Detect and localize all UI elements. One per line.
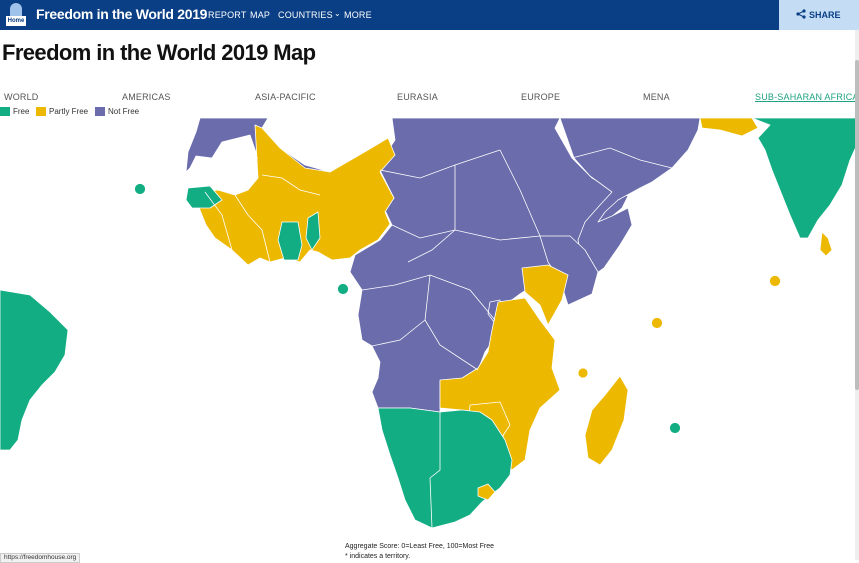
map-region-free-ghana [277, 221, 303, 261]
map-region-free-south-america [0, 289, 69, 451]
chevron-down-icon[interactable]: ⌄ [334, 9, 341, 18]
tab-eurasia[interactable]: EURASIA [397, 92, 438, 102]
tab-americas[interactable]: AMERICAS [122, 92, 171, 102]
tab-mena[interactable]: MENA [643, 92, 670, 102]
map-region-not-free-horn [559, 118, 701, 279]
share-label: SHARE [809, 10, 841, 20]
map-island-partly-free-maldives [769, 275, 781, 287]
home-logo[interactable]: Home [6, 3, 26, 26]
map-region-free-southern-africa [377, 407, 513, 529]
map-region-free-benin [305, 211, 321, 251]
nav-countries[interactable]: COUNTRIES [278, 10, 333, 20]
map-region-partly-free-madagascar [584, 375, 629, 466]
nav-map[interactable]: MAP [250, 10, 271, 20]
country-borders [204, 147, 673, 529]
scrollbar-thumb[interactable] [855, 60, 859, 390]
share-icon [796, 9, 806, 19]
tab-sub-saharan-africa[interactable]: SUB-SAHARAN AFRICA [755, 92, 859, 102]
nav-report[interactable]: REPORT [208, 10, 247, 20]
map-island-free-sao-tome [337, 283, 349, 295]
map-region-free-india [751, 118, 859, 239]
map-region-partly-free-india-north [699, 118, 759, 137]
site-title[interactable]: Freedom in the World 2019 [36, 6, 208, 22]
status-bar-url: https://freedomhouse.org [0, 553, 81, 563]
legend-swatch-not-free [95, 107, 105, 116]
map-region-partly-free-sri-lanka [819, 231, 833, 257]
legend-label-partly-free: Partly Free [49, 107, 89, 116]
home-label: Home [6, 16, 26, 26]
territory-note: * indicates a territory. [345, 553, 411, 560]
share-button[interactable]: SHARE [779, 0, 859, 30]
legend-swatch-free [0, 107, 10, 116]
map-island-free-mauritius [669, 422, 681, 434]
legend-label-not-free: Not Free [108, 107, 140, 116]
map-island-partly-free-comoros [577, 367, 589, 379]
legend-swatch-partly-free [36, 107, 46, 116]
map-region-partly-free-east-africa [521, 264, 569, 326]
top-navigation-bar: Home Freedom in the World 2019 REPORT MA… [0, 0, 859, 30]
tab-world[interactable]: WORLD [4, 92, 39, 102]
nav-more[interactable]: MORE [344, 10, 372, 20]
aggregate-score-note: Aggregate Score: 0=Least Free, 100=Most … [345, 543, 495, 550]
map-island-free-cabo-verde [134, 183, 146, 195]
tab-asia-pacific[interactable]: ASIA-PACIFIC [255, 92, 316, 102]
page-title: Freedom in the World 2019 Map [2, 40, 316, 65]
legend-label-free: Free [13, 107, 30, 116]
africa-freedom-map[interactable] [0, 118, 859, 543]
map-island-partly-free-seychelles [651, 317, 663, 329]
torch-icon [10, 3, 22, 17]
map-region-free-lesotho-outline [477, 483, 496, 501]
tab-europe[interactable]: EUROPE [521, 92, 561, 102]
